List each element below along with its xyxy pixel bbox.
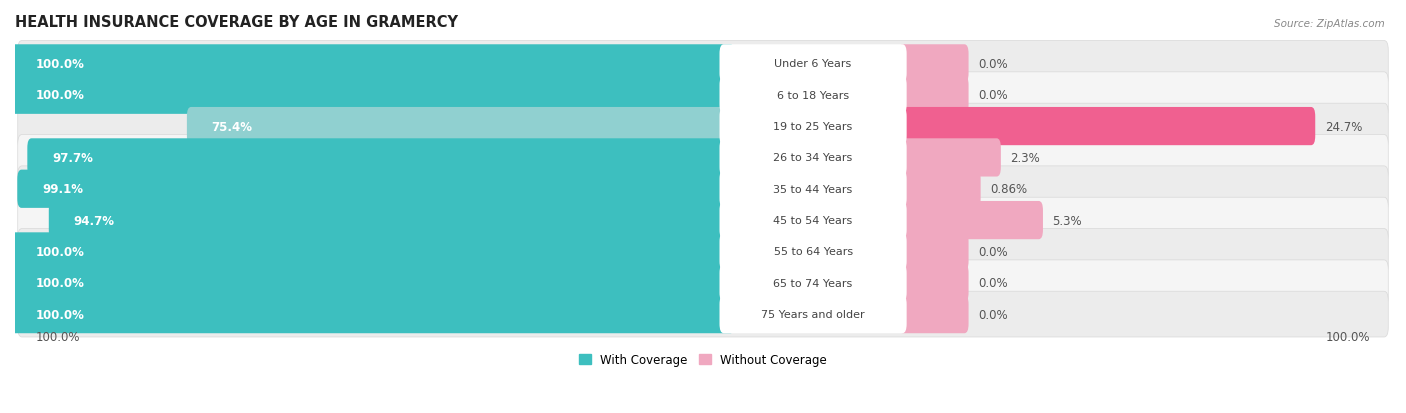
Text: 0.0%: 0.0% <box>979 89 1008 102</box>
FancyBboxPatch shape <box>187 108 735 146</box>
FancyBboxPatch shape <box>720 264 907 302</box>
FancyBboxPatch shape <box>11 76 735 114</box>
FancyBboxPatch shape <box>898 45 969 83</box>
Text: 100.0%: 100.0% <box>1326 330 1371 343</box>
FancyBboxPatch shape <box>11 295 735 333</box>
FancyBboxPatch shape <box>720 202 907 240</box>
FancyBboxPatch shape <box>11 264 735 302</box>
FancyBboxPatch shape <box>898 202 1043 240</box>
Text: 99.1%: 99.1% <box>42 183 83 196</box>
Text: 100.0%: 100.0% <box>35 245 84 258</box>
Text: Under 6 Years: Under 6 Years <box>775 59 852 69</box>
Text: 2.3%: 2.3% <box>1011 152 1040 164</box>
Text: 35 to 44 Years: 35 to 44 Years <box>773 184 852 194</box>
Text: 100.0%: 100.0% <box>35 308 84 321</box>
FancyBboxPatch shape <box>18 260 1388 306</box>
FancyBboxPatch shape <box>898 295 969 333</box>
Text: 65 to 74 Years: 65 to 74 Years <box>773 278 852 288</box>
FancyBboxPatch shape <box>18 104 1388 150</box>
FancyBboxPatch shape <box>898 170 980 209</box>
FancyBboxPatch shape <box>720 45 907 83</box>
Text: 100.0%: 100.0% <box>35 277 84 290</box>
Text: 0.0%: 0.0% <box>979 308 1008 321</box>
Text: 0.0%: 0.0% <box>979 58 1008 71</box>
FancyBboxPatch shape <box>27 139 735 177</box>
Text: 100.0%: 100.0% <box>35 330 80 343</box>
FancyBboxPatch shape <box>898 264 969 302</box>
FancyBboxPatch shape <box>18 166 1388 212</box>
Text: 45 to 54 Years: 45 to 54 Years <box>773 216 852 225</box>
FancyBboxPatch shape <box>720 233 907 271</box>
Text: 0.0%: 0.0% <box>979 245 1008 258</box>
Text: 94.7%: 94.7% <box>73 214 114 227</box>
Legend: With Coverage, Without Coverage: With Coverage, Without Coverage <box>574 348 832 370</box>
Text: 24.7%: 24.7% <box>1324 120 1362 133</box>
FancyBboxPatch shape <box>49 202 735 240</box>
FancyBboxPatch shape <box>18 292 1388 337</box>
FancyBboxPatch shape <box>18 198 1388 243</box>
FancyBboxPatch shape <box>898 139 1001 177</box>
Text: 75.4%: 75.4% <box>212 120 253 133</box>
FancyBboxPatch shape <box>720 170 907 209</box>
FancyBboxPatch shape <box>720 139 907 177</box>
FancyBboxPatch shape <box>18 229 1388 275</box>
Text: 0.0%: 0.0% <box>979 277 1008 290</box>
FancyBboxPatch shape <box>898 233 969 271</box>
Text: 26 to 34 Years: 26 to 34 Years <box>773 153 852 163</box>
Text: 0.86%: 0.86% <box>990 183 1028 196</box>
FancyBboxPatch shape <box>18 41 1388 87</box>
Text: 19 to 25 Years: 19 to 25 Years <box>773 122 852 132</box>
Text: 100.0%: 100.0% <box>35 89 84 102</box>
Text: Source: ZipAtlas.com: Source: ZipAtlas.com <box>1274 19 1385 28</box>
Text: 55 to 64 Years: 55 to 64 Years <box>773 247 852 257</box>
FancyBboxPatch shape <box>11 45 735 83</box>
FancyBboxPatch shape <box>720 295 907 333</box>
FancyBboxPatch shape <box>18 73 1388 119</box>
FancyBboxPatch shape <box>720 76 907 114</box>
Text: 75 Years and older: 75 Years and older <box>761 309 865 319</box>
FancyBboxPatch shape <box>17 170 735 209</box>
Text: 5.3%: 5.3% <box>1053 214 1083 227</box>
FancyBboxPatch shape <box>898 76 969 114</box>
FancyBboxPatch shape <box>720 108 907 146</box>
FancyBboxPatch shape <box>898 108 1315 146</box>
Text: 100.0%: 100.0% <box>35 58 84 71</box>
FancyBboxPatch shape <box>18 135 1388 181</box>
Text: 6 to 18 Years: 6 to 18 Years <box>778 90 849 100</box>
Text: HEALTH INSURANCE COVERAGE BY AGE IN GRAMERCY: HEALTH INSURANCE COVERAGE BY AGE IN GRAM… <box>15 15 458 30</box>
Text: 97.7%: 97.7% <box>52 152 93 164</box>
FancyBboxPatch shape <box>11 233 735 271</box>
